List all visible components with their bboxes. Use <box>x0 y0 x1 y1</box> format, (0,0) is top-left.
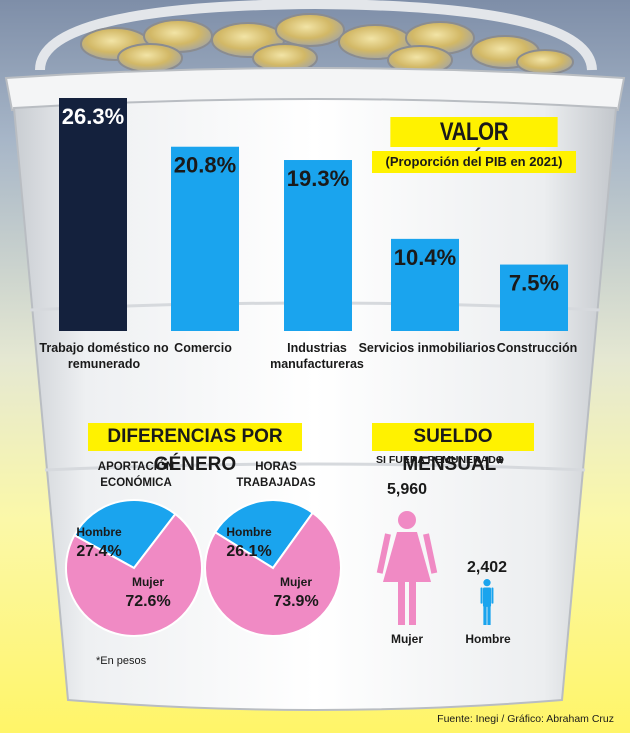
bar-3 <box>391 238 459 331</box>
salary-figure-mujer <box>376 511 438 625</box>
category-label-comercio: Comercio <box>174 341 232 355</box>
pie1-hombre-value: 27.4% <box>76 543 122 560</box>
salary-figure-hombre <box>480 579 494 625</box>
bar-value-label-0: 26.3% <box>62 104 124 129</box>
salary-title: SUELDO MENSUAL* <box>372 423 534 475</box>
bar-0 <box>59 98 127 331</box>
salary-mujer-value: 5,960 <box>386 481 428 498</box>
salary-subtitle: SI FUERA REMUNERADO <box>376 454 504 466</box>
bar-value-label-4: 7.5% <box>509 271 559 296</box>
pie2-mujer-value: 73.9% <box>273 593 319 610</box>
pie2-slice-hombre <box>213 499 315 570</box>
bar-value-label-2: 19.3% <box>287 166 349 191</box>
pie1-hombre-label: Hombre 27.4% <box>66 523 132 561</box>
bar-4 <box>500 264 568 331</box>
gender-section-title: DIFERENCIAS POR GÉNERO <box>88 423 302 475</box>
category-label-construccion: Construcción <box>496 341 578 355</box>
pie2-hombre-name: Hombre <box>226 525 272 539</box>
pie1-slice-hombre <box>73 499 177 570</box>
bar-1 <box>171 146 239 331</box>
pie2-mujer-name: Mujer <box>279 575 312 589</box>
category-label-industrias: Industrias manufactureras <box>270 341 364 371</box>
pie1-mujer-label: Mujer 72.6% <box>108 573 188 611</box>
pie2-slice-mujer <box>204 511 342 637</box>
bar-chart: 26.3% 20.8% 19.3% 10.4% 7.5% <box>59 98 568 331</box>
pie2-title: HORAS TRABAJADAS <box>236 461 316 489</box>
chart-subtitle: (Proporción del PIB en 2021) <box>372 151 576 173</box>
salary-hombre-value: 2,402 <box>466 559 508 576</box>
pie1-mujer-value: 72.6% <box>125 593 171 610</box>
salary-mujer-label: Mujer <box>390 632 423 646</box>
salary-hombre-label: Hombre <box>465 632 511 646</box>
bar-value-label-1: 20.8% <box>174 153 236 178</box>
coins-decoration <box>80 13 574 75</box>
bar-2 <box>284 160 352 331</box>
footnote: *En pesos <box>96 655 147 667</box>
pie1-title: APORTACIÓN ECONÓMICA <box>97 461 175 489</box>
pie2-hombre-label: Hombre 26.1% <box>216 523 282 561</box>
pie2-mujer-label: Mujer 73.9% <box>256 573 336 611</box>
pie1-slice-mujer <box>65 512 203 637</box>
category-label-trabajo: Trabajo doméstico no remunerado <box>39 341 169 371</box>
pie1-mujer-name: Mujer <box>131 575 164 589</box>
category-label-servicios: Servicios inmobiliarios <box>358 341 496 355</box>
pie2-hombre-value: 26.1% <box>226 543 272 560</box>
pie1-hombre-name: Hombre <box>76 525 122 539</box>
bar-value-label-3: 10.4% <box>394 245 456 270</box>
source-credit: Fuente: Inegi / Gráfico: Abraham Cruz <box>437 713 614 725</box>
